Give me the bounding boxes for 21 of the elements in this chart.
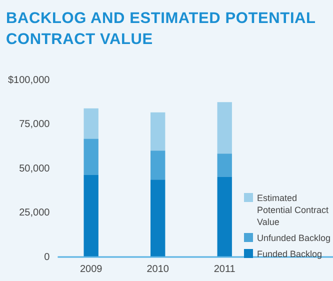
- bar: [84, 175, 98, 257]
- bar: [84, 138, 98, 176]
- bar: [150, 112, 166, 151]
- y-tick-label: 0: [44, 252, 50, 263]
- bar: [217, 154, 232, 177]
- x-tick-label: 2010: [146, 264, 170, 275]
- y-tick-label: 50,000: [19, 163, 50, 174]
- bar: [217, 102, 232, 154]
- legend-label: Estimated Potential Contract Value: [257, 192, 330, 228]
- bar: [150, 150, 166, 180]
- bar: [84, 108, 98, 139]
- legend-label: Unfunded Backlog: [257, 232, 331, 244]
- bar: [150, 180, 166, 257]
- x-tick-label: 2011: [214, 264, 236, 275]
- x-tick-label: 2009: [80, 264, 103, 275]
- bar: [217, 176, 232, 257]
- chart-title: BACKLOG AND ESTIMATED POTENTIAL CONTRACT VALUE: [6, 9, 317, 50]
- legend-label: Funded Backlog: [257, 248, 322, 260]
- y-tick-label: 75,000: [19, 119, 50, 130]
- y-tick-label: 25,000: [19, 208, 50, 218]
- y-tick-label: $100,000: [8, 74, 50, 86]
